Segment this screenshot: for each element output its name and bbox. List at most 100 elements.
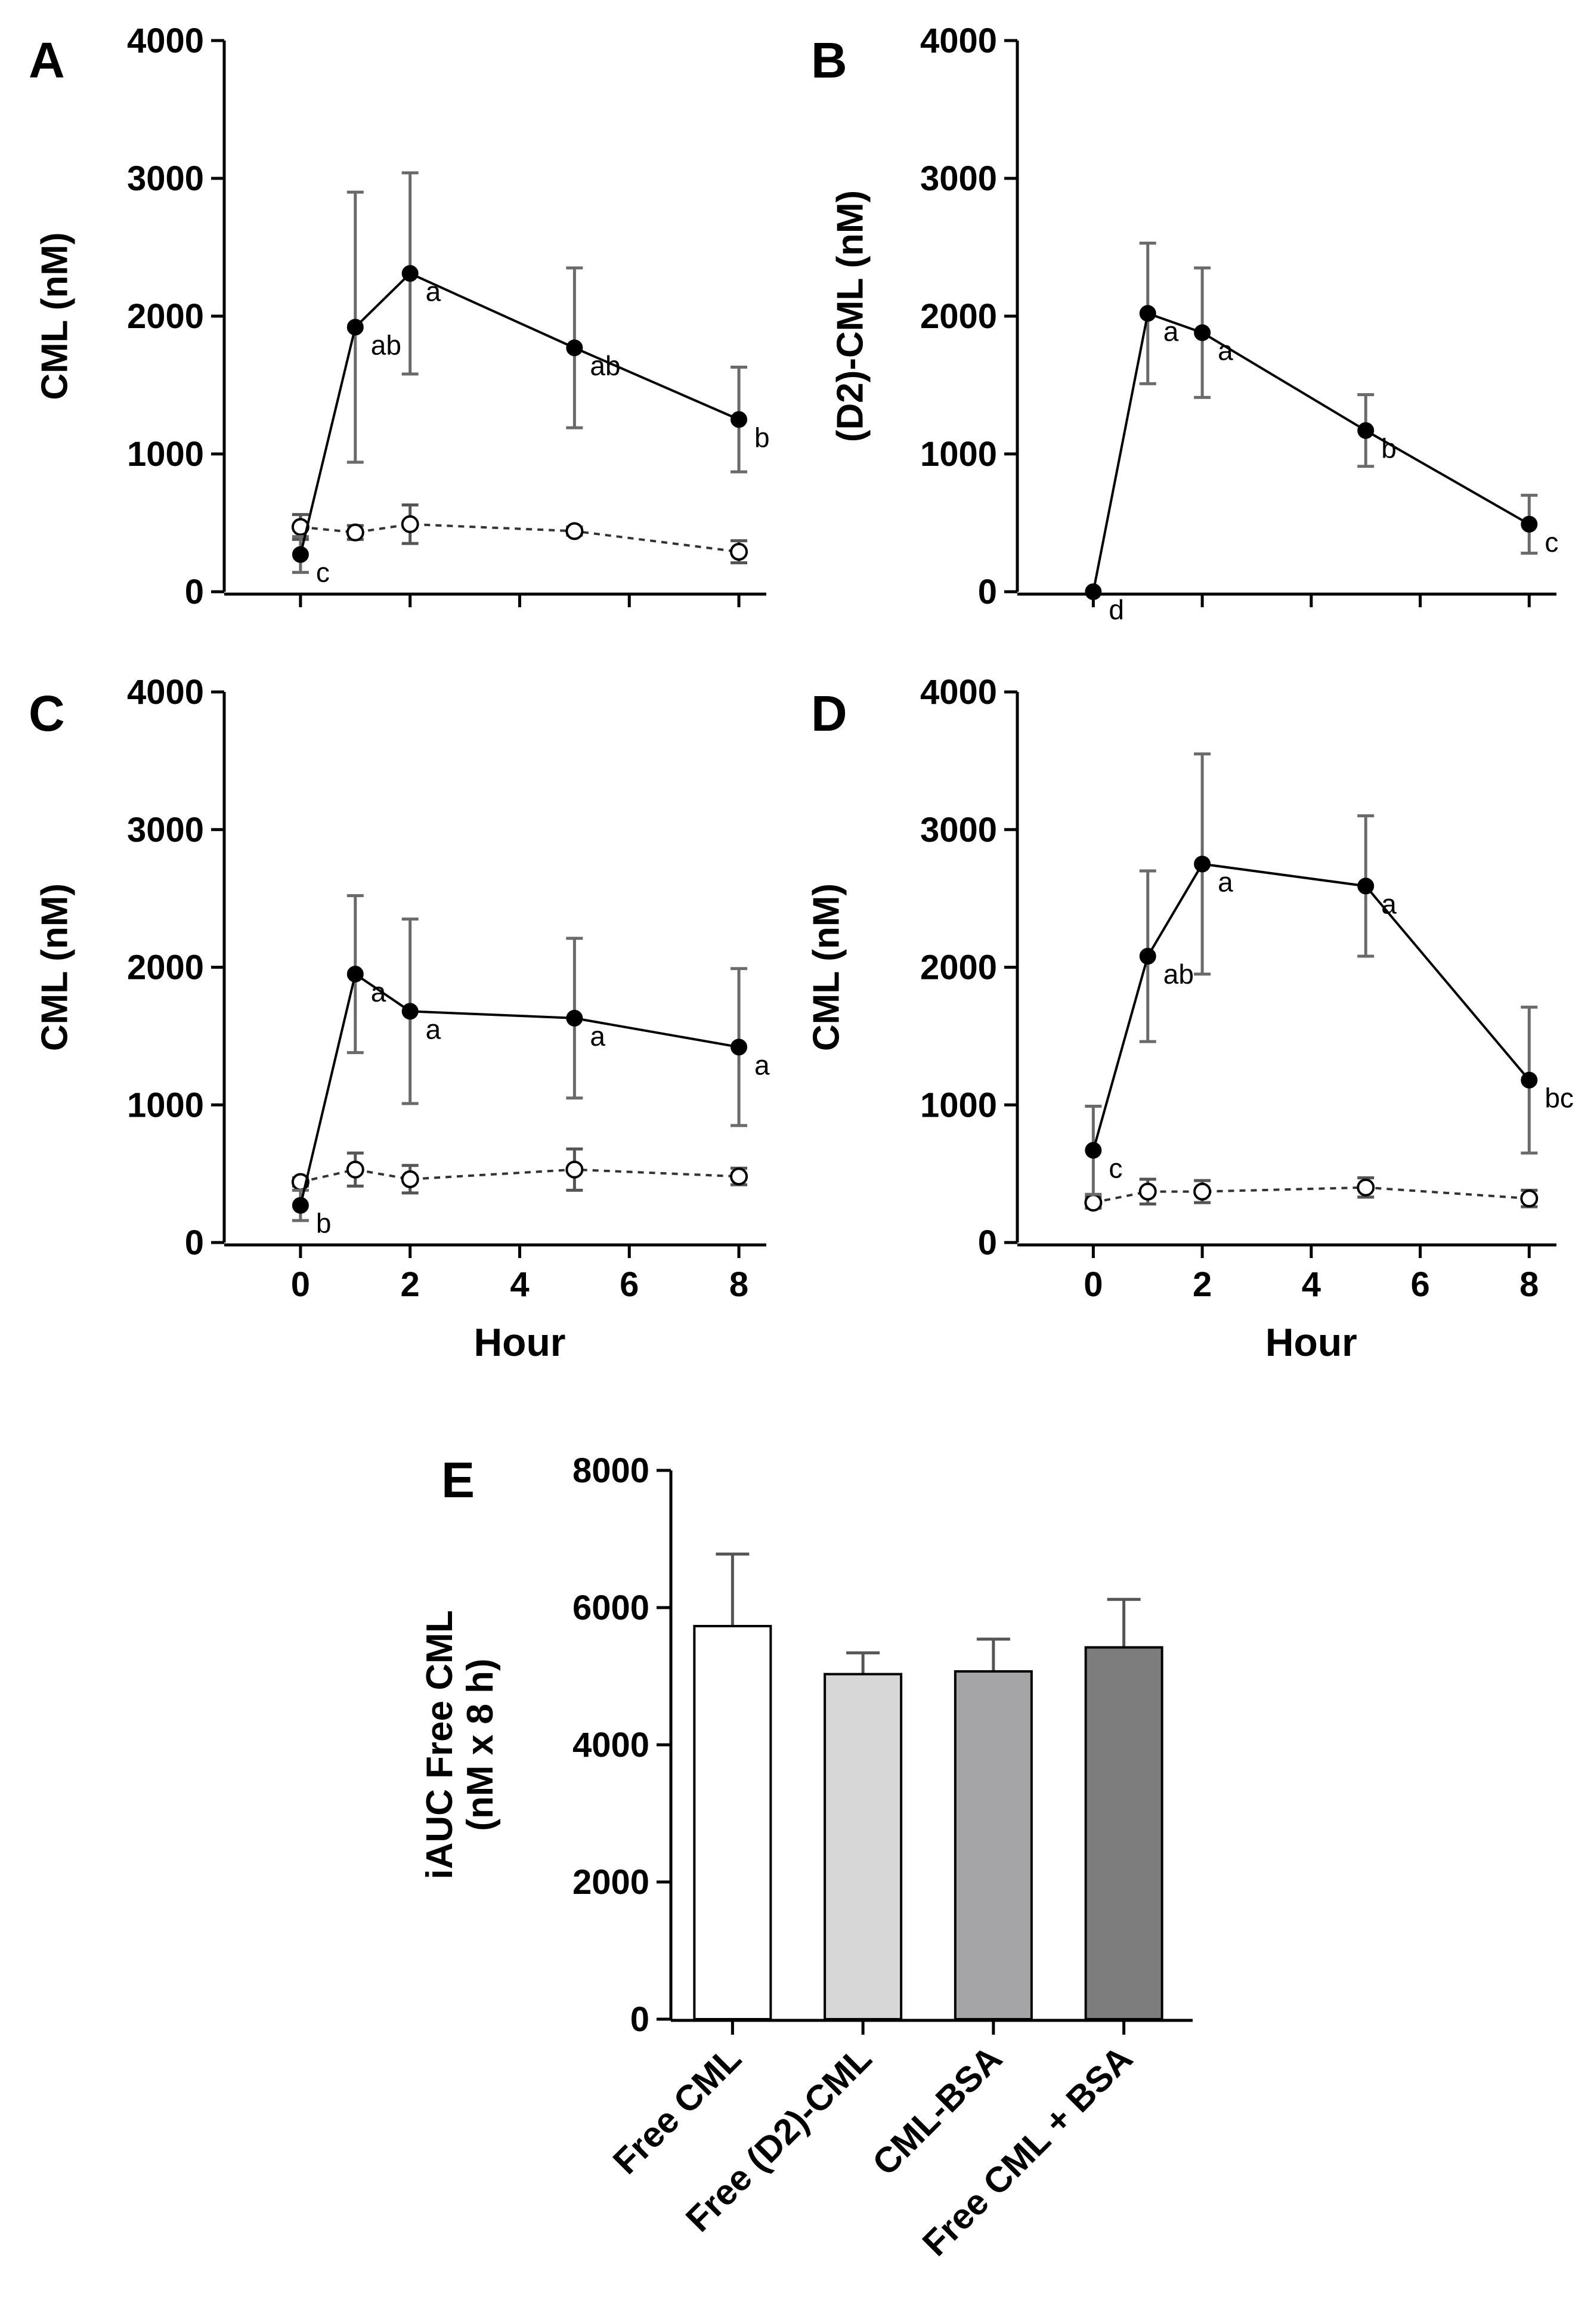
y-tick-label: 3000 bbox=[127, 159, 204, 198]
data-point bbox=[1521, 515, 1538, 533]
data-point bbox=[1357, 877, 1375, 895]
series-line bbox=[1092, 1186, 1530, 1204]
x-tick-label: 0 bbox=[1084, 1265, 1103, 1304]
data-point bbox=[730, 543, 748, 561]
x-tick-label: 6 bbox=[620, 1265, 639, 1304]
data-point bbox=[346, 966, 364, 983]
data-point bbox=[730, 1167, 748, 1186]
y-tick-label: 0 bbox=[978, 573, 997, 611]
x-tick-label: 6 bbox=[1410, 1265, 1429, 1304]
data-point bbox=[565, 522, 584, 540]
panel-label: B bbox=[811, 32, 847, 88]
significance-letter: a bbox=[426, 276, 441, 307]
y-tick-label: 2000 bbox=[920, 948, 997, 987]
data-point bbox=[1085, 583, 1102, 600]
series-line bbox=[300, 523, 739, 553]
y-tick-label: 0 bbox=[630, 2000, 649, 2039]
data-point bbox=[731, 411, 748, 428]
data-point bbox=[1084, 1194, 1103, 1212]
panel-label: C bbox=[29, 685, 65, 741]
significance-letter: d bbox=[1109, 594, 1124, 625]
y-tick-label: 4000 bbox=[572, 1726, 649, 1764]
y-axis-title: CML (nM) bbox=[34, 232, 75, 400]
data-point bbox=[1520, 1189, 1539, 1208]
data-point bbox=[1085, 1142, 1102, 1159]
panel-label: D bbox=[811, 685, 847, 741]
y-tick-label: 0 bbox=[978, 1223, 997, 1262]
panel-label: E bbox=[441, 1452, 475, 1508]
series-line bbox=[1092, 311, 1530, 592]
y-tick-label: 4000 bbox=[127, 21, 204, 60]
significance-letter: a bbox=[754, 1049, 770, 1080]
significance-letter: a bbox=[1163, 316, 1179, 347]
y-tick-label: 2000 bbox=[572, 1863, 649, 1902]
significance-letter: a bbox=[1218, 335, 1233, 366]
x-tick-label: 8 bbox=[729, 1265, 748, 1304]
y-axis-title: (D2)-CML (nM) bbox=[830, 190, 871, 442]
significance-letter: a bbox=[371, 976, 386, 1008]
data-point bbox=[1139, 948, 1156, 965]
x-tick-label: 4 bbox=[1302, 1265, 1321, 1304]
data-point bbox=[1139, 305, 1156, 322]
data-point bbox=[1357, 1178, 1375, 1197]
series-line bbox=[1092, 863, 1530, 1151]
y-axis-title: CML (nM) bbox=[806, 883, 847, 1051]
significance-letter: bc bbox=[1545, 1083, 1574, 1114]
data-point bbox=[731, 1039, 748, 1056]
data-point bbox=[401, 1003, 419, 1020]
bar bbox=[693, 1625, 772, 2021]
x-category-label: Free CML bbox=[605, 2038, 749, 2182]
y-tick-label: 1000 bbox=[127, 1086, 204, 1124]
significance-letter: a bbox=[1218, 866, 1233, 897]
series-treatment: d a a b c bbox=[1085, 242, 1558, 625]
x-tick-label: 2 bbox=[1193, 1265, 1212, 1304]
data-point bbox=[566, 1009, 583, 1027]
y-tick-label: 3000 bbox=[127, 811, 204, 849]
panel-c-line-chart: C 0 1000 2000 3000 4000 0 2 4 6 8 CML (nM) Hour b a a a a bbox=[29, 673, 770, 1364]
data-point bbox=[1521, 1071, 1538, 1089]
x-tick-label: 8 bbox=[1519, 1265, 1539, 1304]
significance-letter: b bbox=[316, 1208, 332, 1239]
data-point bbox=[346, 319, 364, 336]
series-treatment: c ab a a bc bbox=[1085, 752, 1574, 1196]
y-tick-label: 0 bbox=[185, 573, 204, 611]
y-tick-label: 4000 bbox=[920, 673, 997, 712]
bar bbox=[954, 1670, 1033, 2020]
x-tick-label: 2 bbox=[401, 1265, 420, 1304]
panel-b-line-chart: B 0 1000 2000 3000 4000 (D2)-CML (nM) d a a b c bbox=[811, 21, 1558, 625]
data-point bbox=[566, 339, 583, 357]
significance-letter: ab bbox=[371, 329, 401, 360]
series-line bbox=[300, 1168, 739, 1183]
y-tick-label: 4000 bbox=[920, 21, 997, 60]
series-control bbox=[291, 1147, 748, 1195]
x-tick-label: 0 bbox=[291, 1265, 310, 1304]
x-axis-title: Hour bbox=[473, 1320, 565, 1364]
y-tick-label: 1000 bbox=[920, 1086, 997, 1124]
y-tick-label: 8000 bbox=[572, 1451, 649, 1490]
y-tick-label: 4000 bbox=[127, 673, 204, 712]
significance-letter: a bbox=[1381, 888, 1397, 919]
data-point bbox=[346, 523, 364, 542]
data-point bbox=[401, 1170, 419, 1188]
data-point bbox=[1193, 1182, 1212, 1201]
y-tick-label: 2000 bbox=[127, 948, 204, 987]
x-axis-title: Hour bbox=[1265, 1320, 1357, 1364]
bar bbox=[824, 1673, 903, 2021]
series-line bbox=[299, 972, 739, 1206]
y-tick-label: 2000 bbox=[127, 297, 204, 336]
data-point bbox=[401, 515, 419, 533]
data-point bbox=[1194, 855, 1211, 873]
y-tick-label: 6000 bbox=[572, 1589, 649, 1627]
significance-letter: c bbox=[1109, 1152, 1122, 1183]
data-point bbox=[565, 1160, 584, 1179]
y-tick-label: 1000 bbox=[920, 435, 997, 474]
y-axis-title-line: iAUC Free CML bbox=[419, 1610, 460, 1879]
significance-letter: a bbox=[426, 1013, 441, 1044]
panel-d-line-chart: D 0 1000 2000 3000 4000 0 2 4 6 8 CML (nM) Hour c ab a a… bbox=[806, 673, 1574, 1364]
significance-letter: c bbox=[1545, 527, 1558, 558]
y-tick-label: 0 bbox=[185, 1223, 204, 1262]
significance-letter: b bbox=[1381, 433, 1397, 464]
